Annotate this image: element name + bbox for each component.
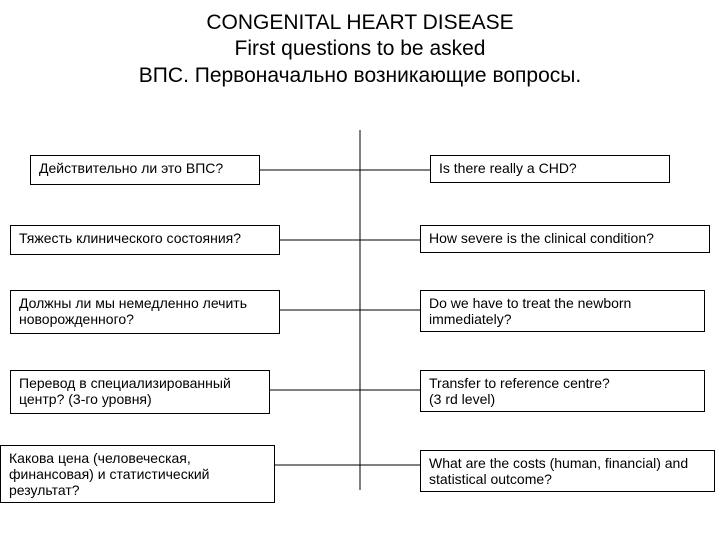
right-box-1: How severe is the clinical condition? xyxy=(420,225,710,253)
left-box-0: Действительно ли это ВПС? xyxy=(30,155,260,185)
right-box-4: What are the costs (human, financial) an… xyxy=(420,450,715,492)
right-box-0: Is there really a CHD? xyxy=(430,155,670,183)
left-box-4: Какова цена (человеческая, финансовая) и… xyxy=(0,445,275,503)
diagram-area: Действительно ли это ВПС? Тяжесть клиниче… xyxy=(0,130,720,540)
left-box-2: Должны ли мы немедленно лечить новорожде… xyxy=(10,290,280,334)
right-box-2: Do we have to treat the newborn immediat… xyxy=(420,290,705,332)
right-box-3: Transfer to reference centre?(3 rd level… xyxy=(420,370,705,412)
title-line-3: ВПС. Первоначально возникающие вопросы. xyxy=(0,63,720,89)
left-box-1: Тяжесть клинического состояния? xyxy=(10,225,280,255)
title-line-2: First questions to be asked xyxy=(0,36,720,62)
left-box-3: Перевод в специализированный центр? (3-г… xyxy=(10,370,270,414)
title-block: CONGENITAL HEART DISEASE First questions… xyxy=(0,0,720,89)
title-line-1: CONGENITAL HEART DISEASE xyxy=(0,10,720,36)
